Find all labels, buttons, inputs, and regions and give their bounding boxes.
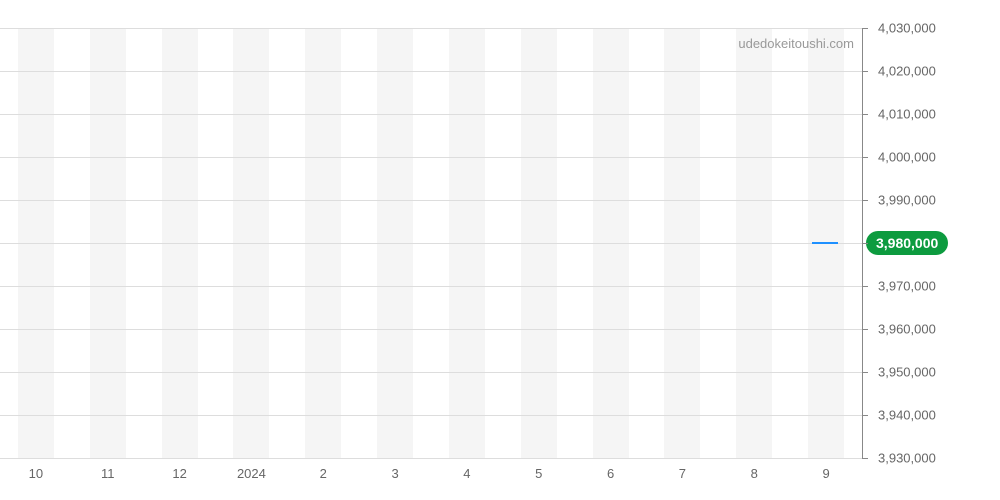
y-tick <box>862 243 868 244</box>
series-segment <box>812 242 838 244</box>
y-label: 3,940,000 <box>878 408 998 423</box>
gridline <box>0 372 862 373</box>
y-label: 4,000,000 <box>878 150 998 165</box>
y-label: 3,970,000 <box>878 279 998 294</box>
y-label: 3,990,000 <box>878 193 998 208</box>
x-label: 11 <box>101 466 115 481</box>
y-tick <box>862 415 868 416</box>
watermark: udedokeitoushi.com <box>738 36 854 51</box>
x-label: 10 <box>29 466 43 481</box>
y-label: 4,010,000 <box>878 107 998 122</box>
y-tick <box>862 71 868 72</box>
y-tick <box>862 114 868 115</box>
x-label: 2024 <box>237 466 266 481</box>
y-label: 4,020,000 <box>878 64 998 79</box>
gridline <box>0 157 862 158</box>
price-chart: udedokeitoushi.com 4,030,000 4,020,000 4,0… <box>0 0 1000 500</box>
x-label: 4 <box>463 466 470 481</box>
y-tick <box>862 157 868 158</box>
x-label: 12 <box>172 466 186 481</box>
y-tick <box>862 458 868 459</box>
gridline <box>0 329 862 330</box>
gridline <box>0 114 862 115</box>
current-price-badge: 3,980,000 <box>866 231 948 255</box>
gridline <box>0 28 862 29</box>
x-label: 2 <box>320 466 327 481</box>
gridline <box>0 200 862 201</box>
y-tick <box>862 28 868 29</box>
y-tick <box>862 329 868 330</box>
plot-area <box>0 28 862 458</box>
gridline <box>0 415 862 416</box>
x-label: 6 <box>607 466 614 481</box>
y-tick <box>862 286 868 287</box>
y-label: 3,960,000 <box>878 322 998 337</box>
y-tick <box>862 372 868 373</box>
gridline <box>0 286 862 287</box>
y-label: 3,930,000 <box>878 451 998 466</box>
x-label: 9 <box>822 466 829 481</box>
x-label: 5 <box>535 466 542 481</box>
y-tick <box>862 200 868 201</box>
gridline <box>0 243 862 244</box>
gridline <box>0 71 862 72</box>
y-label: 3,950,000 <box>878 365 998 380</box>
y-label: 4,030,000 <box>878 21 998 36</box>
gridline <box>0 458 862 459</box>
x-label: 8 <box>751 466 758 481</box>
x-label: 7 <box>679 466 686 481</box>
x-label: 3 <box>391 466 398 481</box>
